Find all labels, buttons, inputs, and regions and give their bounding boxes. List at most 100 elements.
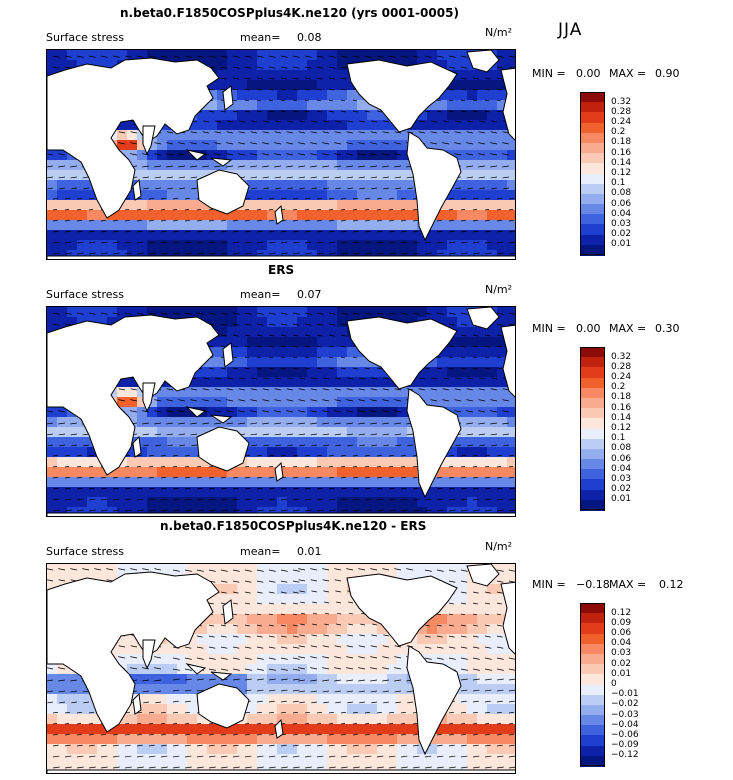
- map-cell: [247, 684, 258, 695]
- map-cell: [447, 724, 458, 735]
- stress-vector: [328, 241, 336, 244]
- map-cell: [337, 714, 348, 725]
- stress-vector: [358, 422, 366, 425]
- map-cell: [217, 614, 228, 625]
- stress-vector: [340, 312, 348, 315]
- stress-vector: [388, 252, 396, 255]
- map-cell: [67, 160, 78, 171]
- map-cell: [167, 457, 178, 468]
- map-cell: [147, 230, 158, 241]
- map-cell: [317, 240, 328, 251]
- map-cell: [507, 317, 515, 328]
- map-cell: [487, 427, 498, 438]
- map-cell: [457, 110, 468, 121]
- stress-vector: [239, 120, 246, 123]
- stress-vector: [275, 187, 282, 190]
- stress-vector: [190, 131, 198, 134]
- map-cell: [167, 487, 178, 498]
- stress-vector: [455, 377, 462, 380]
- stress-vector: [300, 623, 306, 626]
- map-cell: [217, 327, 228, 338]
- map-cell: [157, 564, 168, 575]
- map-cell: [267, 614, 278, 625]
- map-cell: [267, 170, 278, 181]
- map-cell: [237, 130, 248, 141]
- stress-vector: [370, 176, 378, 179]
- stress-vector: [490, 410, 498, 413]
- stress-vector: [400, 241, 408, 244]
- map-cell: [347, 447, 358, 458]
- stress-vector: [346, 399, 354, 402]
- map-cell: [407, 477, 418, 488]
- map-cell: [447, 367, 458, 378]
- stress-vector: [388, 509, 396, 512]
- map-cell: [437, 210, 448, 221]
- stress-vector: [436, 252, 444, 255]
- map-cell: [457, 140, 468, 151]
- map-cell: [427, 240, 438, 251]
- map-cell: [157, 140, 168, 151]
- map-cell: [187, 377, 198, 388]
- map-cell: [67, 457, 78, 468]
- map-cell: [407, 50, 418, 61]
- stress-vector: [166, 388, 174, 391]
- map-cell: [377, 387, 388, 398]
- map-cell: [107, 250, 118, 259]
- stress-vector: [244, 197, 250, 200]
- stress-vector: [460, 110, 466, 113]
- map-cell: [487, 594, 498, 605]
- map-cell: [507, 734, 515, 745]
- map-cell: [347, 487, 358, 498]
- map-cell: [367, 497, 378, 508]
- map-cell: [267, 317, 278, 328]
- stress-vector: [424, 569, 432, 572]
- stress-vector: [448, 197, 454, 200]
- stress-vector: [191, 444, 198, 447]
- map-cell: [487, 150, 498, 161]
- stress-vector: [196, 241, 204, 244]
- map-cell: [427, 140, 438, 151]
- map-cell: [487, 70, 498, 81]
- map-cell: [217, 120, 228, 131]
- map-cell: [477, 604, 488, 615]
- map-cell: [187, 307, 198, 318]
- stress-vector: [244, 110, 250, 113]
- stress-vector: [124, 466, 130, 468]
- map-cell: [217, 387, 228, 398]
- map-cell: [267, 754, 278, 765]
- stress-vector: [160, 466, 166, 468]
- map-cell: [287, 604, 298, 615]
- stress-vector: [76, 55, 84, 58]
- map-cell: [377, 250, 388, 259]
- stress-vector: [220, 509, 228, 512]
- map-cell: [477, 507, 488, 516]
- stress-vector: [298, 410, 306, 413]
- map-cell: [367, 160, 378, 171]
- stress-vector: [466, 165, 474, 168]
- map-cell: [467, 357, 478, 368]
- map-cell: [447, 240, 458, 251]
- map-cell: [257, 327, 268, 338]
- map-cell: [407, 437, 418, 448]
- map-cell: [277, 377, 288, 388]
- map-cell: [467, 90, 478, 101]
- map-cell: [47, 684, 58, 695]
- map-cell: [197, 50, 208, 61]
- map-cell: [347, 170, 358, 181]
- map-cell: [127, 724, 138, 735]
- map-cell: [447, 100, 458, 111]
- stress-vector: [280, 580, 288, 583]
- stress-vector: [130, 399, 138, 402]
- map-cell: [477, 210, 488, 221]
- map-cell: [497, 180, 508, 191]
- colorbar-tick-label: 0.18: [611, 392, 632, 403]
- map-cell: [457, 60, 468, 71]
- map-cell: [387, 564, 398, 575]
- map-cell: [187, 644, 198, 655]
- map-cell: [197, 367, 208, 378]
- stress-vector: [340, 356, 346, 359]
- stress-vector: [328, 334, 335, 337]
- stress-vector: [142, 176, 150, 179]
- map-cell: [277, 337, 288, 348]
- map-cell: [247, 347, 258, 358]
